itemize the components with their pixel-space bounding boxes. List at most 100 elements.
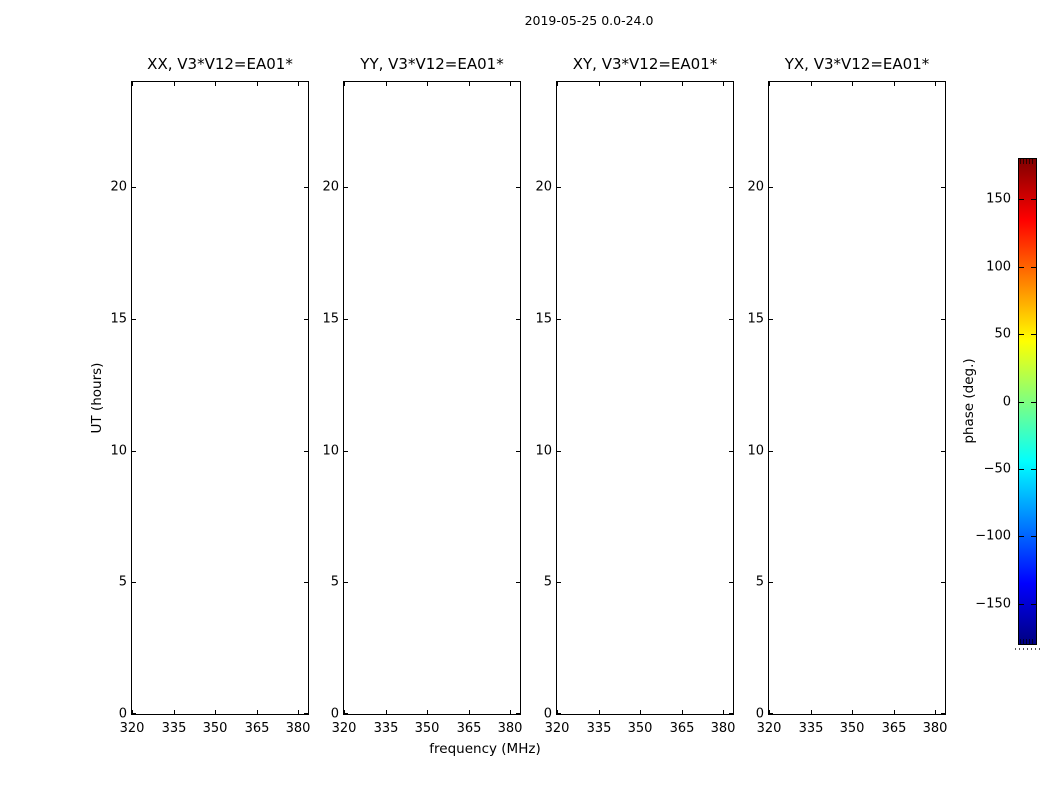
x-tick-mark bbox=[935, 710, 936, 714]
x-tick-label: 365 bbox=[456, 721, 482, 736]
y-tick-mark bbox=[132, 713, 136, 714]
y-tick-label: 15 bbox=[322, 311, 339, 327]
y-tick-mark bbox=[941, 451, 945, 452]
y-tick-mark bbox=[941, 713, 945, 714]
colorbar-tick-mark bbox=[1031, 469, 1036, 470]
x-tick-mark bbox=[894, 82, 895, 86]
x-tick-mark bbox=[298, 710, 299, 714]
y-tick-mark bbox=[557, 582, 561, 583]
colorbar-tick-label: 0 bbox=[1002, 394, 1011, 410]
x-tick-label: 335 bbox=[161, 721, 187, 736]
x-tick-label: 365 bbox=[244, 721, 270, 736]
colorbar-minorticks-bottom bbox=[1020, 639, 1033, 644]
colorbar-tick-mark bbox=[1019, 267, 1024, 268]
y-tick-mark bbox=[769, 187, 773, 188]
x-tick-mark bbox=[386, 710, 387, 714]
x-tick-mark bbox=[257, 82, 258, 86]
x-tick-mark bbox=[257, 710, 258, 714]
x-tick-mark bbox=[723, 82, 724, 86]
x-tick-mark bbox=[510, 82, 511, 86]
x-tick-label: 350 bbox=[414, 721, 440, 736]
x-tick-label: 380 bbox=[497, 721, 523, 736]
figure-title: 2019-05-25 0.0-24.0 bbox=[524, 13, 654, 28]
y-tick-mark bbox=[132, 451, 136, 452]
x-tick-label: 335 bbox=[373, 721, 399, 736]
y-tick-label: 20 bbox=[322, 179, 339, 195]
colorbar-minorticks-top bbox=[1020, 159, 1033, 164]
y-tick-mark bbox=[557, 319, 561, 320]
subplot-xy bbox=[556, 81, 734, 715]
x-tick-label: 350 bbox=[839, 721, 865, 736]
colorbar-tick-mark bbox=[1031, 604, 1036, 605]
y-tick-mark bbox=[729, 319, 733, 320]
x-tick-label: 320 bbox=[119, 721, 145, 736]
x-tick-mark bbox=[469, 82, 470, 86]
colorbar-tick-mark bbox=[1019, 199, 1024, 200]
x-tick-mark bbox=[682, 82, 683, 86]
y-tick-mark bbox=[557, 451, 561, 452]
y-tick-mark bbox=[344, 451, 348, 452]
colorbar-tick-mark bbox=[1019, 536, 1024, 537]
y-tick-label: 20 bbox=[747, 179, 764, 195]
y-tick-mark bbox=[304, 451, 308, 452]
x-tick-mark bbox=[344, 82, 345, 86]
y-tick-label: 15 bbox=[110, 311, 127, 327]
y-tick-label: 15 bbox=[747, 311, 764, 327]
x-tick-mark bbox=[215, 82, 216, 86]
x-tick-mark bbox=[132, 710, 133, 714]
y-tick-label: 5 bbox=[330, 574, 339, 590]
colorbar-tick-label: −100 bbox=[975, 528, 1011, 544]
y-tick-label: 5 bbox=[118, 574, 127, 590]
y-tick-mark bbox=[941, 319, 945, 320]
subplot-title-xx: XX, V3*V12=EA01* bbox=[147, 55, 293, 73]
y-tick-mark bbox=[344, 713, 348, 714]
x-tick-mark bbox=[852, 82, 853, 86]
colorbar-dotted-edge bbox=[1015, 648, 1040, 650]
x-tick-mark bbox=[640, 82, 641, 86]
subplot-yx bbox=[768, 81, 946, 715]
y-tick-mark bbox=[769, 319, 773, 320]
y-tick-mark bbox=[941, 582, 945, 583]
x-tick-mark bbox=[386, 82, 387, 86]
x-tick-mark bbox=[811, 710, 812, 714]
x-tick-mark bbox=[852, 710, 853, 714]
x-tick-label: 350 bbox=[202, 721, 228, 736]
x-tick-label: 335 bbox=[798, 721, 824, 736]
x-tick-mark bbox=[894, 710, 895, 714]
x-tick-mark bbox=[174, 82, 175, 86]
y-tick-mark bbox=[344, 582, 348, 583]
x-tick-mark bbox=[935, 82, 936, 86]
y-tick-mark bbox=[516, 582, 520, 583]
x-tick-label: 350 bbox=[627, 721, 653, 736]
colorbar-tick-mark bbox=[1031, 402, 1036, 403]
y-tick-mark bbox=[344, 187, 348, 188]
subplot-title-yy: YY, V3*V12=EA01* bbox=[360, 55, 504, 73]
x-tick-mark bbox=[557, 710, 558, 714]
y-tick-label: 10 bbox=[322, 443, 339, 459]
y-tick-mark bbox=[132, 319, 136, 320]
subplot-title-xy: XY, V3*V12=EA01* bbox=[572, 55, 718, 73]
y-tick-mark bbox=[557, 187, 561, 188]
x-tick-mark bbox=[769, 710, 770, 714]
colorbar-tick-mark bbox=[1031, 199, 1036, 200]
x-tick-mark bbox=[769, 82, 770, 86]
x-tick-mark bbox=[132, 82, 133, 86]
y-tick-label: 5 bbox=[543, 574, 552, 590]
colorbar-tick-mark bbox=[1019, 469, 1024, 470]
y-tick-mark bbox=[769, 582, 773, 583]
x-tick-label: 320 bbox=[331, 721, 357, 736]
y-tick-mark bbox=[729, 713, 733, 714]
y-tick-mark bbox=[304, 582, 308, 583]
colorbar-tick-mark bbox=[1031, 267, 1036, 268]
x-tick-mark bbox=[174, 710, 175, 714]
y-tick-label: 0 bbox=[330, 706, 339, 722]
subplot-xx bbox=[131, 81, 309, 715]
colorbar-tick-label: −150 bbox=[975, 596, 1011, 612]
x-tick-label: 365 bbox=[669, 721, 695, 736]
subplot-yy bbox=[343, 81, 521, 715]
x-tick-label: 380 bbox=[710, 721, 736, 736]
y-tick-mark bbox=[557, 713, 561, 714]
subplot-title-yx: YX, V3*V12=EA01* bbox=[784, 55, 930, 73]
y-tick-mark bbox=[304, 713, 308, 714]
y-tick-mark bbox=[516, 713, 520, 714]
